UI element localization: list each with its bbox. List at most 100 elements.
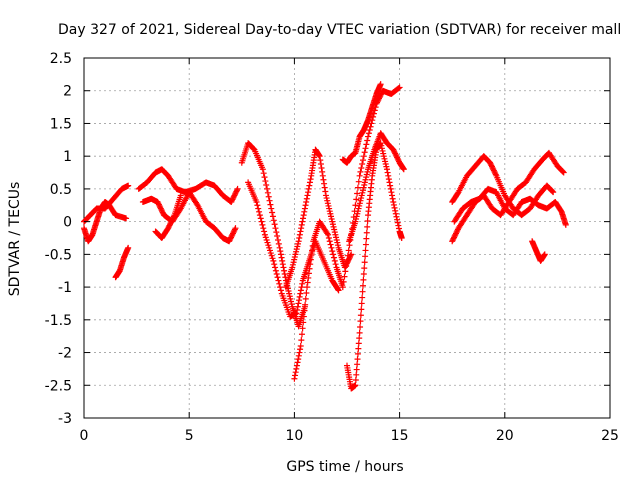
data-point (394, 154, 401, 161)
data-point (398, 235, 405, 241)
data-point (392, 150, 399, 157)
data-point (560, 168, 567, 175)
data-point (302, 202, 309, 209)
data-point (377, 92, 384, 99)
data-point (295, 238, 302, 245)
data-point (362, 145, 369, 152)
data-point (334, 242, 341, 249)
data-point (293, 362, 300, 369)
data-point (280, 264, 287, 271)
data-point (319, 168, 326, 175)
data-point (291, 375, 298, 382)
data-point (296, 235, 303, 241)
data-point (489, 164, 496, 171)
data-point (358, 195, 365, 202)
y-tick-label: 1.5 (50, 116, 72, 132)
data-point (268, 252, 275, 259)
data-point (309, 247, 316, 254)
data-point (269, 209, 276, 216)
x-axis-label: GPS time / hours (286, 459, 403, 475)
data-point (354, 350, 361, 357)
data-point (177, 192, 184, 199)
data-point (348, 251, 355, 258)
data-point (488, 163, 495, 170)
data-point (341, 273, 348, 280)
data-point (353, 196, 360, 203)
data-point (324, 200, 331, 207)
data-point (364, 217, 371, 224)
data-point (491, 168, 498, 175)
data-point (354, 190, 361, 197)
data-point (291, 253, 298, 260)
data-point (387, 182, 394, 189)
data-point (388, 189, 395, 196)
data-point (262, 178, 269, 185)
data-point (260, 170, 267, 177)
data-point (361, 179, 368, 186)
data-point (125, 182, 132, 189)
data-point (327, 210, 334, 217)
data-point (451, 234, 458, 241)
data-point (322, 192, 329, 199)
data-point (392, 210, 399, 217)
data-point (275, 277, 282, 284)
data-point (375, 95, 382, 102)
data-point (269, 255, 276, 262)
data-point (254, 202, 261, 209)
data-point (361, 259, 368, 266)
data-point (256, 208, 263, 215)
data-point (272, 225, 279, 232)
data-point (155, 201, 162, 208)
data-point (492, 170, 499, 177)
data-point (549, 188, 556, 195)
data-point (271, 221, 278, 228)
data-point (293, 365, 300, 372)
data-point (255, 205, 262, 212)
data-point (393, 153, 400, 160)
data-point (361, 149, 368, 156)
data-point (328, 216, 335, 223)
data-point (233, 187, 240, 194)
y-tick-label: -0.5 (45, 247, 72, 263)
data-point (307, 176, 314, 183)
data-point (364, 137, 371, 144)
data-point (266, 197, 273, 204)
data-point (294, 307, 301, 313)
series-t13 (339, 81, 384, 166)
data-point (358, 300, 365, 307)
data-point (363, 174, 370, 181)
data-point (228, 234, 235, 241)
data-point (389, 192, 396, 199)
data-point (389, 195, 396, 202)
data-point (333, 236, 340, 243)
data-point (390, 199, 397, 205)
data-point (321, 184, 328, 191)
data-point (300, 215, 307, 222)
data-point (326, 208, 333, 215)
data-point (391, 204, 398, 211)
data-point (303, 195, 310, 202)
data-point (268, 205, 275, 212)
data-point (382, 161, 389, 168)
data-point (353, 213, 360, 220)
data-point (274, 274, 281, 281)
data-point (230, 195, 237, 202)
data-point (352, 202, 359, 209)
data-point (320, 176, 327, 183)
data-point (356, 200, 363, 207)
data-point (330, 251, 337, 258)
data-point (560, 169, 567, 176)
data-point (288, 301, 295, 308)
data-point (272, 264, 279, 271)
data-point (230, 193, 237, 200)
data-point (490, 166, 497, 173)
data-point (231, 192, 238, 199)
data-point (170, 213, 177, 220)
data-point (352, 218, 359, 225)
data-point (300, 313, 307, 320)
data-point (380, 153, 387, 160)
data-point (292, 251, 299, 258)
data-point (361, 181, 368, 188)
data-point (487, 161, 494, 168)
data-point (256, 212, 263, 219)
